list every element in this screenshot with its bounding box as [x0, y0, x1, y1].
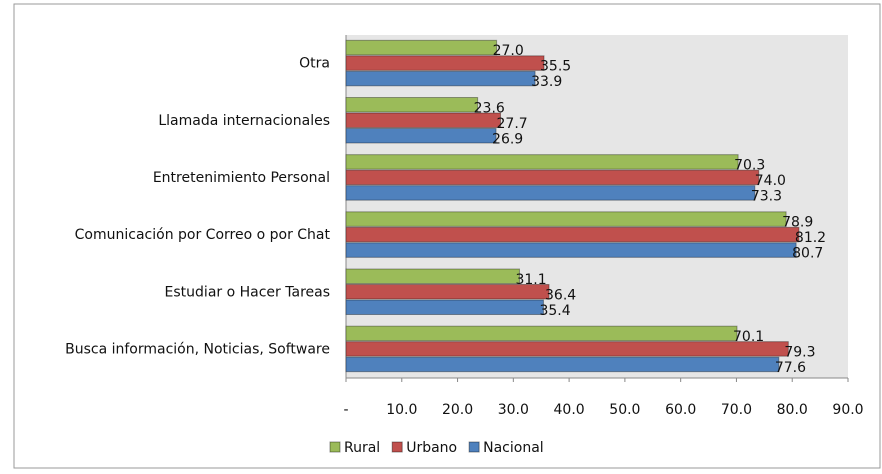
plot-area — [346, 35, 848, 378]
bar — [345, 185, 756, 201]
data-label: 81.2 — [795, 230, 826, 246]
legend-label: Rural — [344, 440, 380, 456]
data-label: 35.5 — [540, 59, 571, 75]
bar — [345, 169, 760, 186]
bar — [345, 325, 738, 342]
bar — [345, 154, 739, 170]
bar — [345, 70, 536, 87]
bar — [345, 55, 545, 71]
x-tick-label: - — [343, 402, 348, 418]
bar — [345, 356, 780, 373]
x-tick-label: 10.0 — [386, 402, 417, 418]
data-label: 36.4 — [545, 287, 576, 303]
x-tick-label: 90.0 — [832, 402, 863, 418]
y-tick-label: Comunicación por Correo o por Chat — [75, 227, 331, 243]
data-label: 26.9 — [492, 131, 523, 147]
data-label: 31.1 — [515, 272, 546, 288]
legend-swatch — [329, 441, 341, 453]
data-label: 79.3 — [784, 344, 815, 360]
y-tick-label: Busca información, Noticias, Software — [65, 341, 330, 357]
y-tick-label: Entretenimiento Personal — [153, 170, 330, 186]
bar — [345, 211, 787, 227]
data-label: 27.0 — [493, 43, 524, 59]
data-label: 33.9 — [531, 74, 562, 90]
bar — [345, 268, 520, 284]
x-tick-label: 50.0 — [609, 402, 640, 418]
legend-label: Urbano — [406, 440, 457, 456]
x-tick-label: 20.0 — [442, 402, 473, 418]
bar — [345, 97, 479, 113]
x-tick-label: 30.0 — [498, 402, 529, 418]
bar — [345, 39, 498, 56]
bar — [345, 226, 800, 243]
y-tick-label: Otra — [299, 56, 330, 72]
data-label: 74.0 — [755, 173, 786, 189]
x-tick-label: 40.0 — [554, 402, 585, 418]
data-label: 77.6 — [775, 360, 806, 376]
bar — [345, 112, 502, 128]
legend-label: Nacional — [483, 440, 544, 456]
data-label: 23.6 — [474, 100, 505, 116]
bar — [345, 284, 550, 300]
bar — [345, 341, 789, 357]
data-label: 27.7 — [497, 116, 528, 132]
data-label: 70.3 — [734, 157, 765, 173]
data-label: 73.3 — [751, 188, 782, 204]
x-tick-label: 70.0 — [721, 402, 752, 418]
y-tick-label: Llamada internacionales — [158, 113, 330, 129]
bar — [345, 299, 544, 315]
data-label: 80.7 — [792, 246, 823, 262]
bar — [345, 242, 797, 258]
legend-swatch — [468, 441, 480, 453]
data-label: 78.9 — [782, 215, 813, 231]
data-label: 35.4 — [539, 303, 570, 319]
x-tick-label: 60.0 — [665, 402, 696, 418]
bar — [345, 128, 497, 144]
data-label: 70.1 — [733, 329, 764, 345]
y-tick-label: Estudiar o Hacer Tareas — [165, 284, 330, 300]
x-tick-label: 80.0 — [777, 402, 808, 418]
legend-swatch — [391, 441, 403, 453]
